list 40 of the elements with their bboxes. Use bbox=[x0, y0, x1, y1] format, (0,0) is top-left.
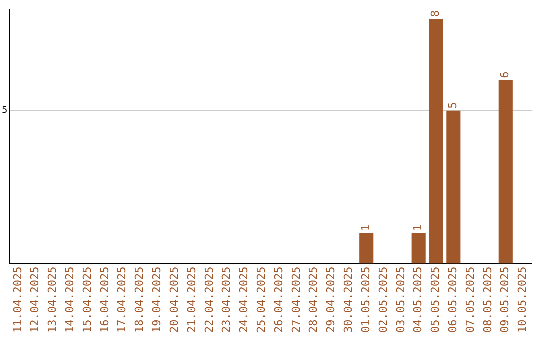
x-tick-label: 05.05.2025 bbox=[429, 266, 442, 334]
x-tick-label: 19.04.2025 bbox=[150, 266, 164, 334]
data-label: 5 bbox=[446, 102, 460, 109]
data-label: 8 bbox=[429, 10, 442, 18]
bar bbox=[360, 233, 374, 264]
x-tick-label: 20.04.2025 bbox=[168, 266, 181, 334]
x-tick-label: 23.04.2025 bbox=[220, 266, 234, 334]
data-label: 1 bbox=[359, 224, 372, 232]
x-tick-label: 18.04.2025 bbox=[133, 266, 146, 334]
x-tick-label: 25.04.2025 bbox=[255, 266, 268, 334]
x-tick-label: 24.04.2025 bbox=[238, 266, 251, 334]
x-tick-label: 27.04.2025 bbox=[290, 266, 303, 334]
x-tick-label: 15.04.2025 bbox=[80, 266, 94, 334]
x-tick-label: 26.04.2025 bbox=[272, 266, 286, 334]
x-tick-label: 14.04.2025 bbox=[64, 266, 77, 334]
bar bbox=[498, 80, 513, 264]
x-tick-label: 09.05.2025 bbox=[498, 266, 512, 334]
x-tick-label: 22.04.2025 bbox=[202, 266, 216, 334]
data-label: 6 bbox=[498, 72, 512, 78]
x-tick-label: 30.04.2025 bbox=[342, 266, 356, 334]
x-tick-label: 13.04.2025 bbox=[46, 266, 60, 334]
x-tick-label: 17.04.2025 bbox=[116, 266, 129, 334]
x-tick-label: 07.05.2025 bbox=[464, 266, 477, 334]
x-tick-label: 01.05.2025 bbox=[359, 266, 372, 334]
x-tick-label: 21.04.2025 bbox=[185, 266, 198, 334]
x-tick-label: 28.04.2025 bbox=[307, 266, 320, 334]
x-tick-label: 02.05.2025 bbox=[376, 266, 390, 334]
x-tick-label: 12.04.2025 bbox=[28, 266, 42, 334]
x-tick-label: 03.05.2025 bbox=[394, 266, 408, 334]
bar bbox=[429, 19, 444, 264]
x-tick-label: 04.05.2025 bbox=[412, 266, 425, 334]
x-tick-label: 10.05.2025 bbox=[516, 266, 530, 334]
data-label: 1 bbox=[412, 224, 425, 232]
bar bbox=[412, 233, 426, 264]
x-tick-label: 29.04.2025 bbox=[324, 266, 338, 334]
bar bbox=[446, 110, 461, 264]
x-tick-label: 06.05.2025 bbox=[446, 266, 460, 334]
x-tick-label: 08.05.2025 bbox=[481, 266, 494, 334]
x-tick-label: 11.04.2025 bbox=[11, 266, 24, 334]
x-tick-label: 16.04.2025 bbox=[98, 266, 112, 334]
